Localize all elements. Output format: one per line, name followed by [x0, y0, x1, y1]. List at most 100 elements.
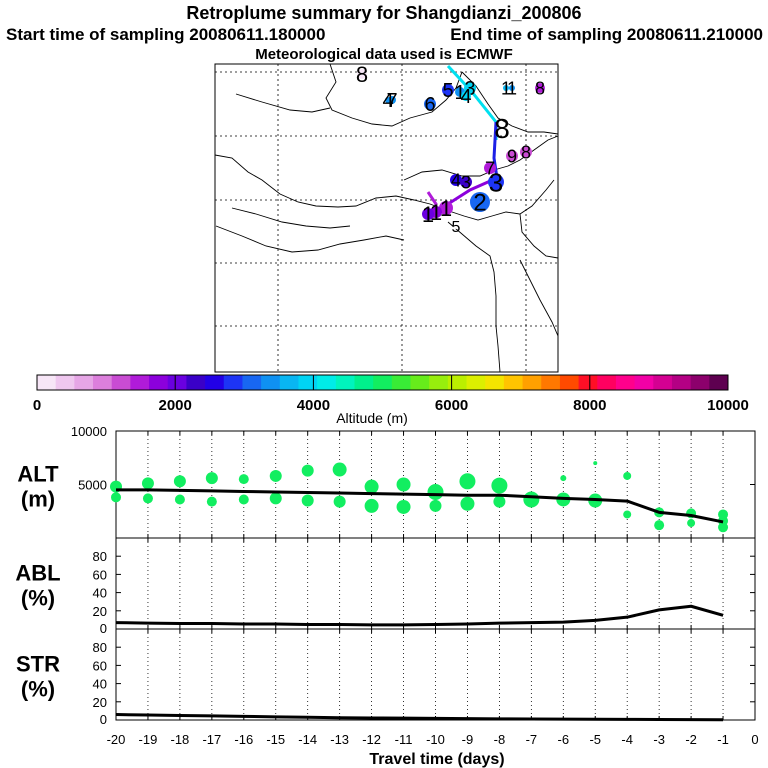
y-tick-label: 20	[93, 604, 107, 619]
map-marker-label: 2	[473, 190, 486, 217]
alt-scatter-point	[687, 519, 696, 528]
map-marker-label: 1	[422, 202, 434, 227]
colorbar-swatch	[615, 375, 636, 390]
map-marker-dot	[460, 176, 472, 188]
x-axis: -20 -19 -18 -17 -16 -15 -14 -13 -12 -11 -10 -9 -8 -7-…	[107, 732, 759, 768]
map-marker-label: 6	[424, 94, 435, 116]
colorbar-tick-label: 6000	[435, 397, 468, 414]
alt-scatter-point	[301, 494, 314, 507]
map-marker-dot	[450, 174, 462, 186]
map-marker-label: 7	[386, 90, 397, 112]
map-marker-label: 8	[521, 142, 531, 162]
map-marker-label: 9	[507, 146, 517, 166]
panel-str: 0 20 40 60 80 STR(%)	[16, 628, 756, 727]
map-marker: 5	[442, 80, 454, 102]
colorbar-swatch	[559, 375, 579, 390]
map-marker-label: 1	[454, 82, 465, 104]
map-marker-label: 5	[442, 80, 453, 102]
alt-scatter-point	[427, 483, 444, 500]
colorbar-swatch	[279, 375, 299, 390]
colorbar-swatch	[503, 375, 523, 390]
colorbar-swatch	[298, 375, 318, 390]
panel-frame	[115, 628, 756, 721]
coastline	[325, 63, 463, 127]
panel-ylabel: ALT	[17, 462, 59, 487]
x-tick-label: -4	[621, 732, 633, 747]
alt-scatter-point	[460, 496, 475, 511]
alt-scatter-point	[205, 472, 218, 485]
alt-scatter-point	[623, 510, 632, 519]
str-line	[115, 713, 724, 722]
map-marker-dot	[520, 146, 532, 158]
map-marker: 8	[356, 62, 368, 87]
colorbar-swatch	[130, 375, 150, 390]
colorbar-swatch	[447, 375, 467, 390]
alt-scatter-point	[173, 475, 186, 488]
panel-ylabel: (m)	[21, 487, 55, 512]
map-marker: 3	[460, 172, 472, 192]
map-marker-label: 4	[451, 170, 461, 190]
chart-title: Retroplume summary for Shangdianzi_20080…	[186, 3, 582, 23]
map-marker-label: 4	[382, 90, 393, 112]
map-marker-label: 1	[440, 196, 452, 221]
y-tick-label: 40	[93, 586, 107, 601]
colorbar-swatch	[55, 375, 75, 390]
y-tick-label: 60	[93, 567, 107, 582]
alt-scatter-point	[301, 464, 314, 477]
x-tick-label: -5	[589, 732, 601, 747]
map-marker-dot	[424, 98, 436, 110]
map-marker: 2	[470, 190, 490, 217]
alt-scatter-point	[493, 495, 506, 508]
y-tick-label: 20	[93, 695, 107, 710]
coastline	[231, 207, 351, 229]
alt-scatter-point	[560, 475, 567, 482]
colorbar-tick-label: 8000	[573, 397, 606, 414]
colorbar-swatch	[634, 375, 654, 390]
x-tick-label: -7	[526, 732, 538, 747]
coastline	[519, 259, 559, 337]
coastline	[235, 93, 331, 113]
colorbar-swatch	[37, 375, 57, 390]
map-marker-dot	[503, 85, 509, 91]
alt-scatter-point	[718, 522, 729, 533]
map-marker-dot	[357, 69, 367, 79]
map-marker: 1	[501, 78, 511, 98]
map-frame	[214, 63, 559, 373]
map-marker-label: 1	[501, 78, 511, 98]
alt-scatter-point	[396, 477, 411, 492]
map-marker: 6	[424, 94, 436, 116]
colorbar-swatch	[167, 375, 187, 390]
panel-ylabel: (%)	[21, 677, 55, 702]
colorbar-tick-label: 0	[33, 397, 41, 414]
x-tick-label: -1	[717, 732, 729, 747]
y-tick-label: 0	[100, 712, 107, 727]
alt-scatter-point	[654, 520, 665, 531]
x-tick-label: -16	[234, 732, 253, 747]
colorbar-swatch	[391, 375, 411, 390]
alt-scatter-point	[459, 473, 476, 490]
coastline	[461, 71, 559, 135]
colorbar-swatch	[93, 375, 113, 390]
map-marker: 1	[507, 78, 517, 98]
map-marker-dot	[498, 124, 506, 132]
x-tick-label: -10	[426, 732, 445, 747]
colorbar-tick-label: 10000	[707, 397, 749, 414]
y-tick-label: 80	[93, 640, 107, 655]
map-marker: 9	[506, 146, 518, 166]
colorbar-tick-label: 2000	[159, 397, 192, 414]
alt-scatter-point	[111, 492, 121, 503]
alt-scatter-point	[332, 462, 347, 477]
met-data-label: Meteorological data used is ECMWF	[255, 46, 513, 63]
x-tick-label: -12	[362, 732, 381, 747]
trajectory-line	[492, 121, 499, 179]
panel-ylabel: (%)	[21, 586, 55, 611]
map-marker-label: 8	[356, 62, 368, 87]
y-tick-label: 10000	[71, 424, 107, 439]
end-time-label: End time of sampling 20080611.210000	[450, 25, 763, 44]
map-marker-label: 1	[430, 200, 442, 225]
map-marker-dot	[509, 85, 515, 91]
colorbar-swatch	[466, 375, 486, 390]
map-marker-dot	[461, 91, 471, 101]
alt-scatter-point	[396, 499, 411, 514]
